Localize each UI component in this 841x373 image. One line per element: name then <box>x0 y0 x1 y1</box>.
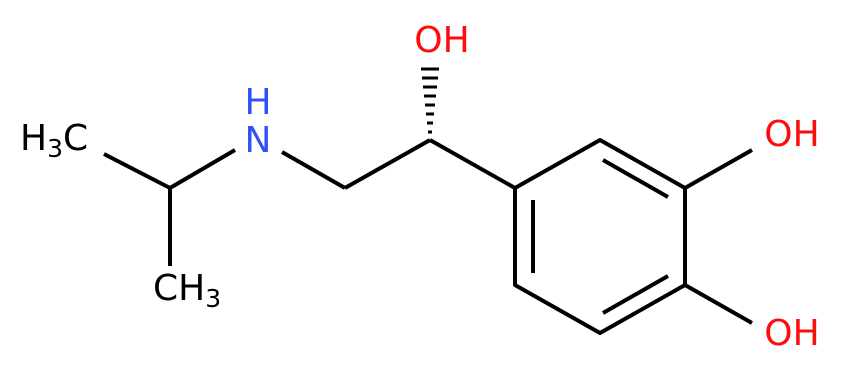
hydroxyl-label: OH <box>414 20 469 61</box>
atom: C <box>63 118 88 159</box>
nitrogen-label: N <box>245 120 272 161</box>
methyl-label: CH3 <box>153 268 221 313</box>
hydroxyl-label: OH <box>764 114 819 155</box>
bond <box>684 148 753 190</box>
hydroxyl-label: OH <box>764 313 819 354</box>
bond <box>103 152 171 190</box>
double-bond <box>602 158 669 199</box>
bond <box>344 138 431 190</box>
atom: CH <box>153 268 205 309</box>
methyl-label: H3C <box>20 118 88 163</box>
hashed-wedge <box>421 67 439 134</box>
bond <box>168 148 237 190</box>
atom: H <box>20 118 47 159</box>
double-bond <box>602 274 669 315</box>
bond <box>429 138 516 190</box>
subscript: 3 <box>205 284 221 313</box>
ring <box>513 138 687 335</box>
hydrogen-label: H <box>244 82 271 123</box>
subscript: 3 <box>47 134 63 163</box>
bond <box>281 150 346 190</box>
bonds <box>103 67 753 335</box>
bond <box>684 283 753 325</box>
